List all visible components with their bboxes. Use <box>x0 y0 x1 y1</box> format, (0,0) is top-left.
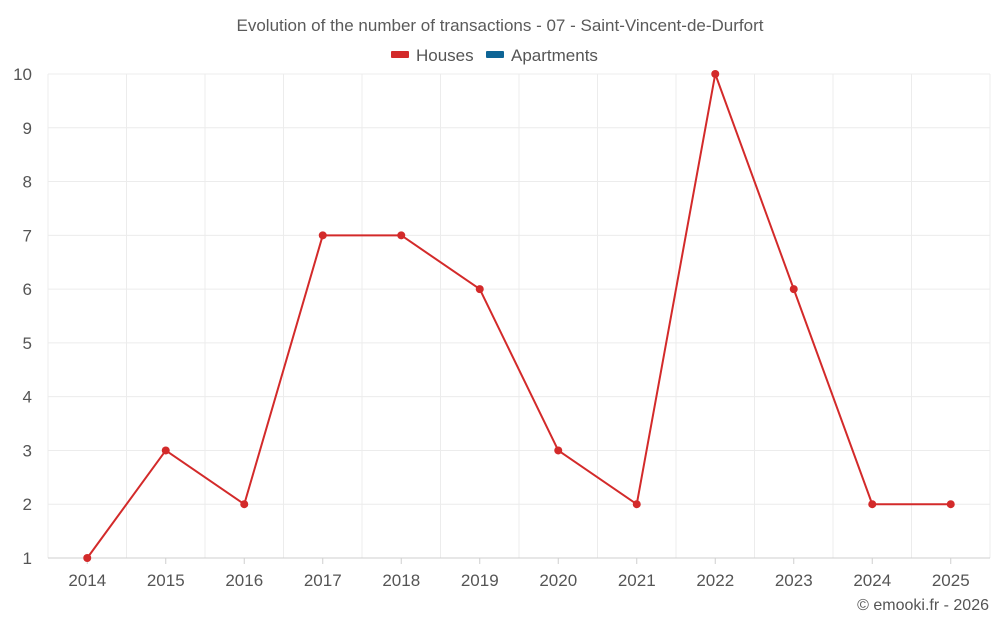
x-tick-label: 2019 <box>461 571 499 590</box>
data-point-houses[interactable] <box>161 446 170 455</box>
x-tick-label: 2022 <box>696 571 734 590</box>
x-tick-label: 2014 <box>68 571 106 590</box>
data-point-houses[interactable] <box>946 500 955 509</box>
series-line-houses <box>86 73 951 559</box>
data-point-houses[interactable] <box>397 231 406 240</box>
data-point-houses[interactable] <box>475 285 484 294</box>
legend-label-houses[interactable]: Houses <box>416 46 474 65</box>
legend-label-apartments[interactable]: Apartments <box>511 46 598 65</box>
y-tick-label: 6 <box>23 280 32 299</box>
y-tick-label: 9 <box>23 119 32 138</box>
data-point-houses[interactable] <box>318 231 327 240</box>
y-tick-label: 2 <box>23 495 32 514</box>
x-tick-label: 2015 <box>147 571 185 590</box>
x-tick-label: 2021 <box>618 571 656 590</box>
y-tick-label: 1 <box>23 549 32 568</box>
credit-text: © emooki.fr - 2026 <box>857 597 989 614</box>
data-point-houses[interactable] <box>868 500 877 509</box>
data-point-houses[interactable] <box>789 285 798 294</box>
x-tick-label: 2023 <box>775 571 813 590</box>
x-tick-label: 2017 <box>304 571 342 590</box>
data-point-houses[interactable] <box>554 446 563 455</box>
x-tick-label: 2018 <box>382 571 420 590</box>
x-axis-ticks: 2014 2015 2016 2017 2018 2019 2020 2021 2022 2023… <box>68 558 970 590</box>
chart-title: Evolution of the number of transactions … <box>237 16 764 35</box>
series-points-houses <box>83 70 955 562</box>
y-tick-label: 4 <box>23 388 32 407</box>
data-point-houses[interactable] <box>711 70 720 78</box>
x-tick-label: 2025 <box>932 571 970 590</box>
y-tick-label: 8 <box>23 173 32 192</box>
y-tick-label: 5 <box>23 334 32 353</box>
y-tick-label: 7 <box>23 226 32 245</box>
x-tick-label: 2024 <box>853 571 891 590</box>
legend: Houses Apartments <box>391 46 598 65</box>
legend-swatch-apartments[interactable] <box>486 51 504 58</box>
x-tick-label: 2016 <box>225 571 263 590</box>
data-point-houses[interactable] <box>632 500 641 509</box>
y-axis-ticks: 1 2 3 4 5 6 7 8 9 10 <box>13 65 32 568</box>
legend-swatch-houses[interactable] <box>391 51 409 58</box>
x-tick-label: 2020 <box>539 571 577 590</box>
gridlines <box>47 73 991 559</box>
data-point-houses[interactable] <box>240 500 249 509</box>
data-point-houses[interactable] <box>83 554 92 562</box>
y-tick-label: 10 <box>13 65 32 84</box>
y-tick-label: 3 <box>23 441 32 460</box>
